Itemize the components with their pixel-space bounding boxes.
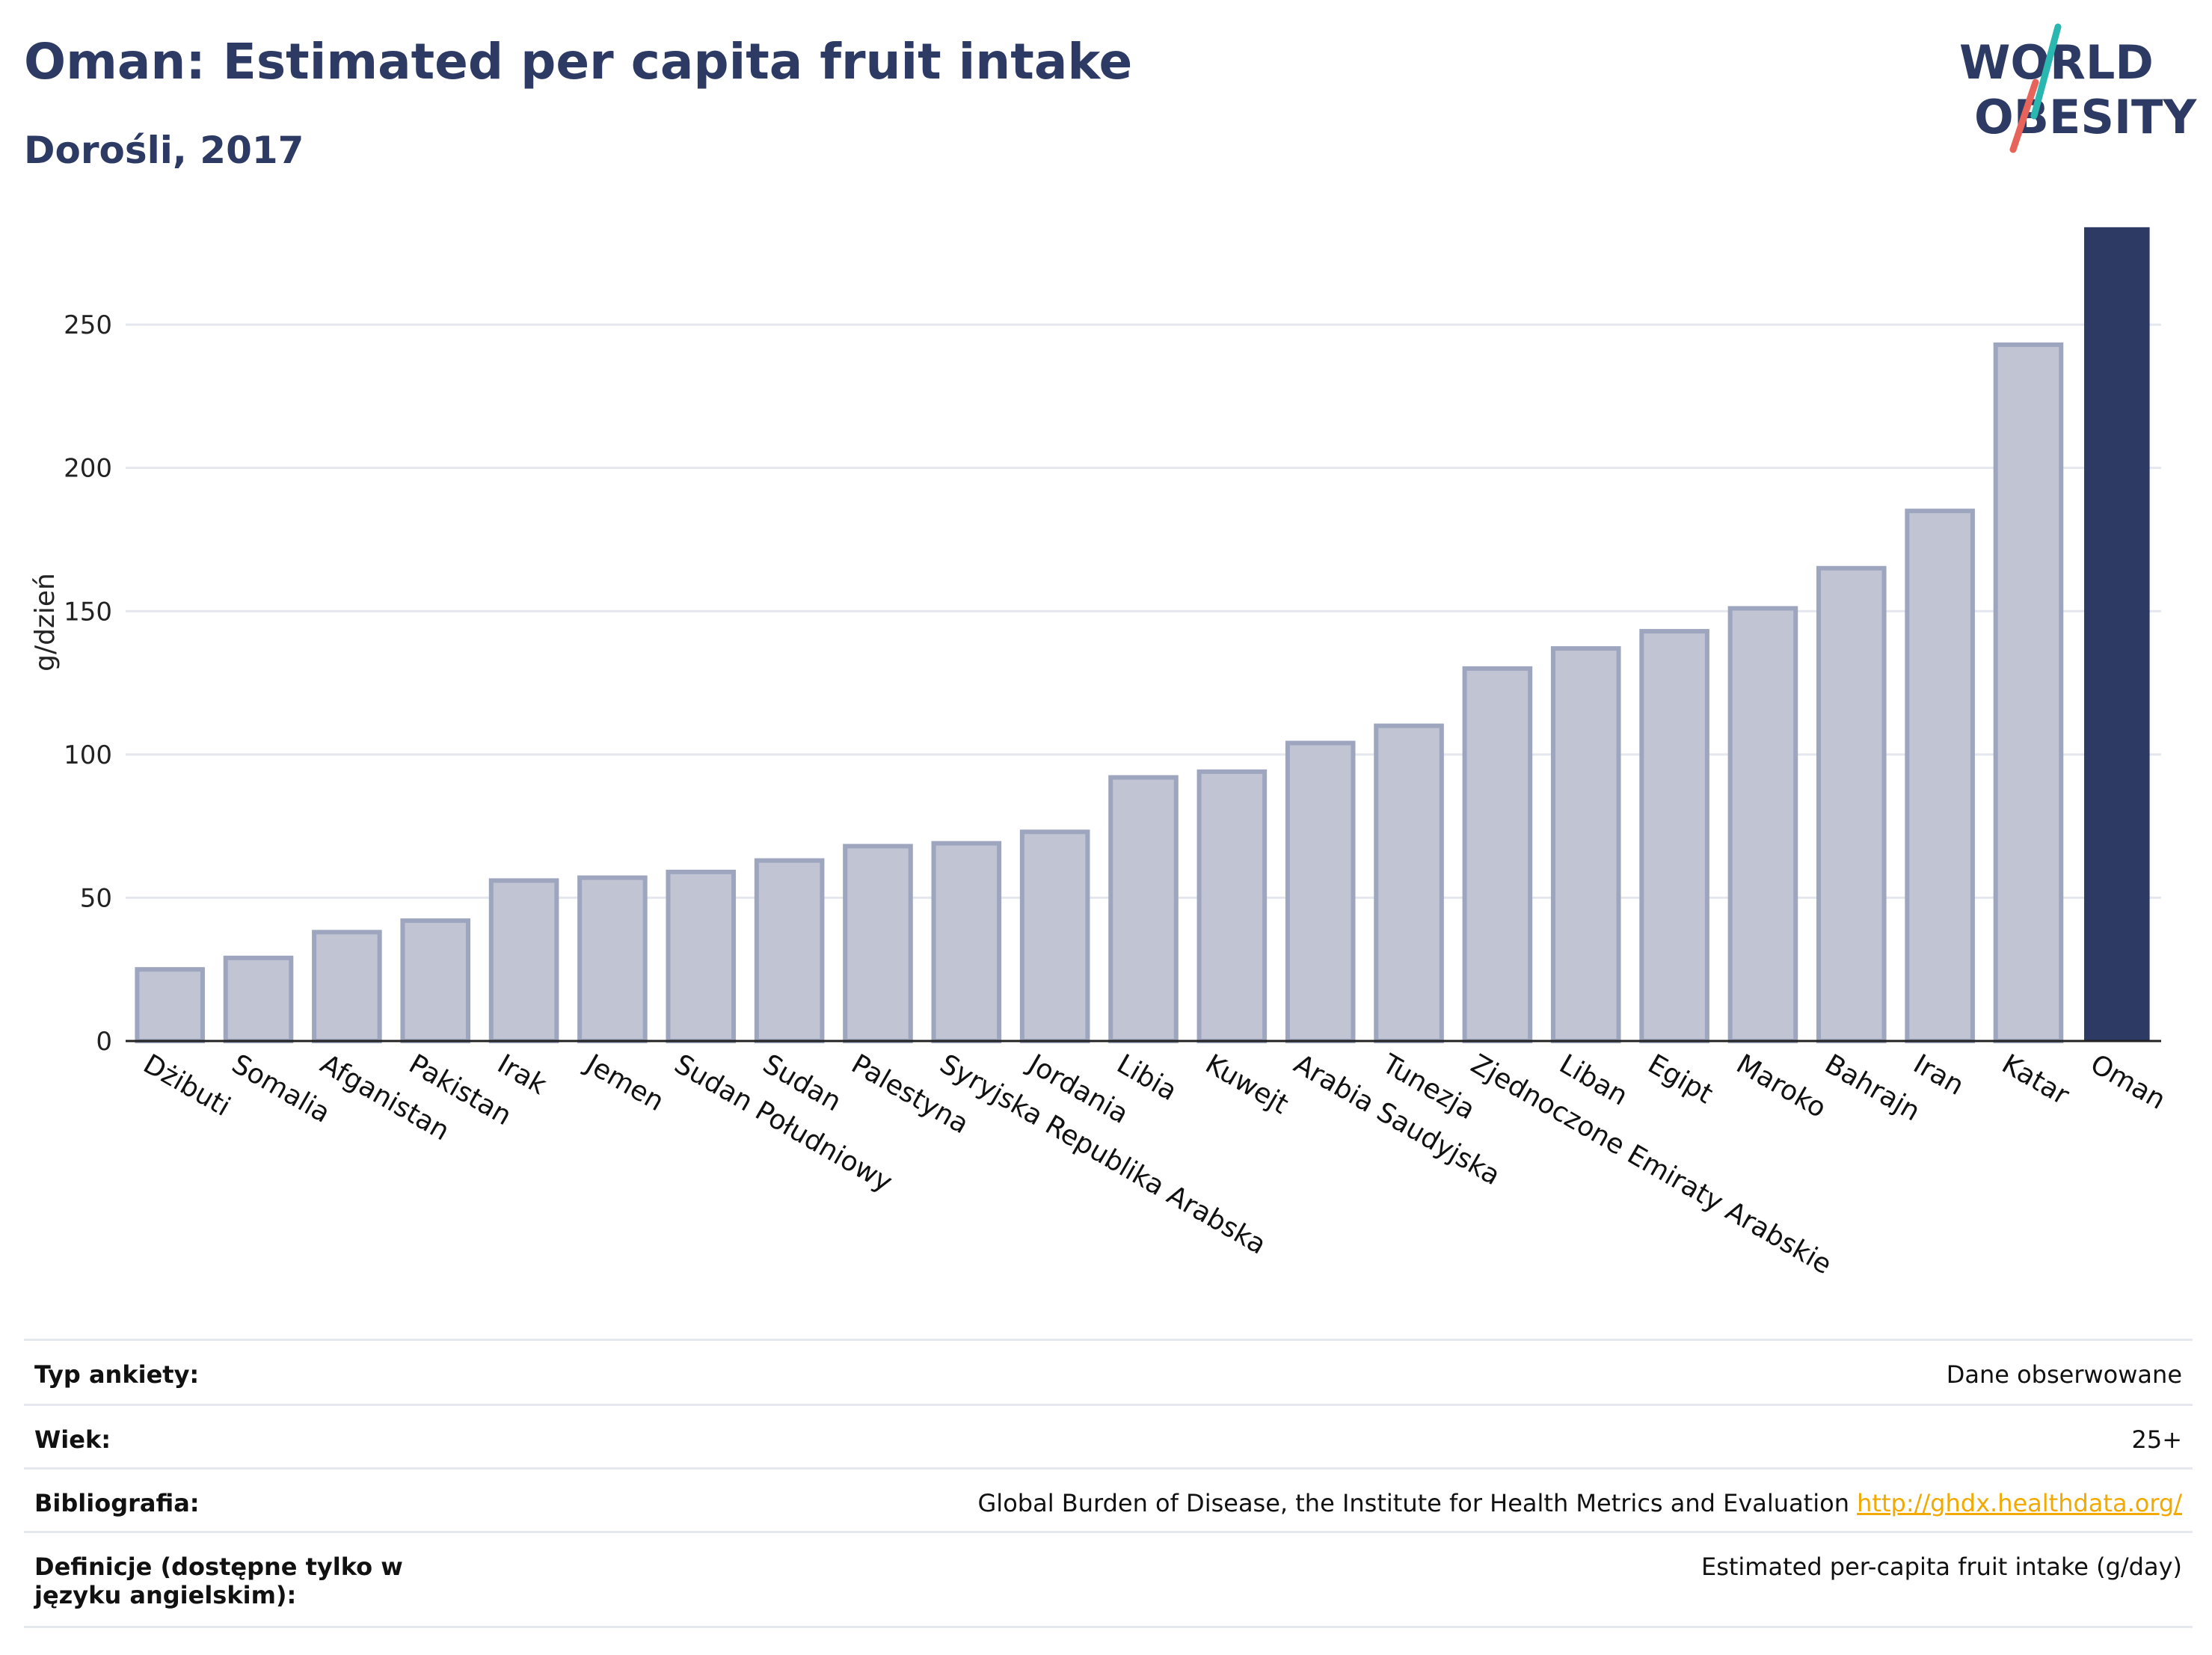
info-value-text: Estimated per-capita fruit intake (g/day…	[1701, 1553, 2182, 1581]
bar-tunezja	[1374, 723, 1444, 1043]
y-tick-label: 150	[64, 597, 112, 627]
info-value-text: Dane obserwowane	[1946, 1360, 2182, 1389]
chart-subtitle: Dorośli, 2017	[24, 129, 304, 172]
bar-kuwejt	[1196, 769, 1268, 1043]
info-label: Bibliografia:	[34, 1489, 200, 1517]
info-value: Global Burden of Disease, the Institute …	[978, 1489, 2183, 1517]
bar-sudan	[754, 858, 825, 1043]
y-tick-label: 50	[80, 883, 112, 913]
info-label: Typ ankiety:	[34, 1360, 200, 1389]
x-tick-label: Irak	[492, 1048, 552, 1101]
bar-palestyna	[843, 844, 913, 1043]
info-value: Dane obserwowane	[1947, 1360, 2182, 1389]
bar-afganistan	[312, 930, 382, 1044]
y-tick-label: 200	[64, 454, 112, 484]
x-tick-label: Jemen	[580, 1048, 669, 1117]
bar-irak	[488, 878, 559, 1043]
y-tick-label: 100	[64, 740, 112, 770]
bar-oman	[2084, 227, 2150, 1042]
bar-katar	[1993, 342, 2064, 1043]
bar-chart: 050100150200250DżibutiSomaliaAfganistanP…	[30, 227, 2171, 1280]
x-tick-label: Iran	[1908, 1048, 1969, 1102]
bar-zjednoczone-emiraty-arabskie	[1462, 666, 1533, 1043]
bar-iran	[1905, 509, 1975, 1043]
chart-title: Oman: Estimated per capita fruit intake	[24, 33, 1133, 90]
world-obesity-logo: WORLD OBESITY	[1959, 23, 2197, 153]
bar-bahrajn	[1816, 565, 1887, 1043]
info-row: Definicje (dostępne tylko w języku angie…	[24, 1531, 2193, 1628]
x-tick-label: Oman	[2085, 1048, 2170, 1116]
info-value-text: 25+	[2131, 1425, 2182, 1454]
info-label: Definicje (dostępne tylko w języku angie…	[34, 1553, 403, 1609]
bar-maroko	[1727, 606, 1798, 1043]
bar-dżibuti	[135, 967, 205, 1044]
bars	[135, 227, 2150, 1044]
info-value: Estimated per-capita fruit intake (g/day…	[1701, 1553, 2182, 1581]
bar-pakistan	[400, 918, 471, 1044]
info-row: Wiek: 25+	[24, 1404, 2193, 1467]
bar-libia	[1108, 775, 1179, 1043]
y-axis-label: g/dzień	[30, 573, 61, 672]
info-label: Wiek:	[34, 1425, 111, 1454]
info-row: Bibliografia: Global Burden of Disease, t…	[24, 1467, 2193, 1531]
bar-liban	[1550, 646, 1621, 1043]
x-tick-label: Katar	[1997, 1048, 2074, 1111]
bar-jemen	[577, 875, 648, 1043]
logo-word-obesity: OBESITY	[1974, 90, 2197, 144]
x-tick-label: Dżibuti	[138, 1048, 236, 1123]
bar-somalia	[223, 955, 294, 1043]
bar-syryjska-republika-arabska	[931, 841, 1002, 1044]
bar-sudan-południowy	[666, 869, 737, 1044]
y-tick-label: 250	[64, 310, 112, 340]
x-tick-label: Somalia	[227, 1048, 335, 1129]
bar-arabia-saudyjska	[1285, 740, 1356, 1044]
x-tick-label: Kuwejt	[1200, 1048, 1294, 1120]
x-tick-label: Egipt	[1643, 1048, 1718, 1110]
info-value: 25+	[2131, 1425, 2182, 1454]
info-value-text: Global Burden of Disease, the Institute …	[977, 1489, 1849, 1517]
bar-jordania	[1019, 829, 1090, 1043]
x-tick-label: Maroko	[1731, 1048, 1831, 1124]
bar-egipt	[1639, 629, 1709, 1043]
logo-slash-red	[2009, 79, 2039, 153]
logo-slash-teal	[2030, 23, 2062, 120]
info-row: Typ ankiety: Dane obserwowane	[24, 1339, 2193, 1404]
info-table: Typ ankiety: Dane obserwowane Wiek: 25+ Bibl…	[24, 1339, 2193, 1628]
y-tick-label: 0	[96, 1027, 112, 1057]
x-tick-label: Bahrajn	[1819, 1048, 1925, 1127]
bibliography-link[interactable]: http://ghdx.healthdata.org/	[1857, 1489, 2182, 1517]
